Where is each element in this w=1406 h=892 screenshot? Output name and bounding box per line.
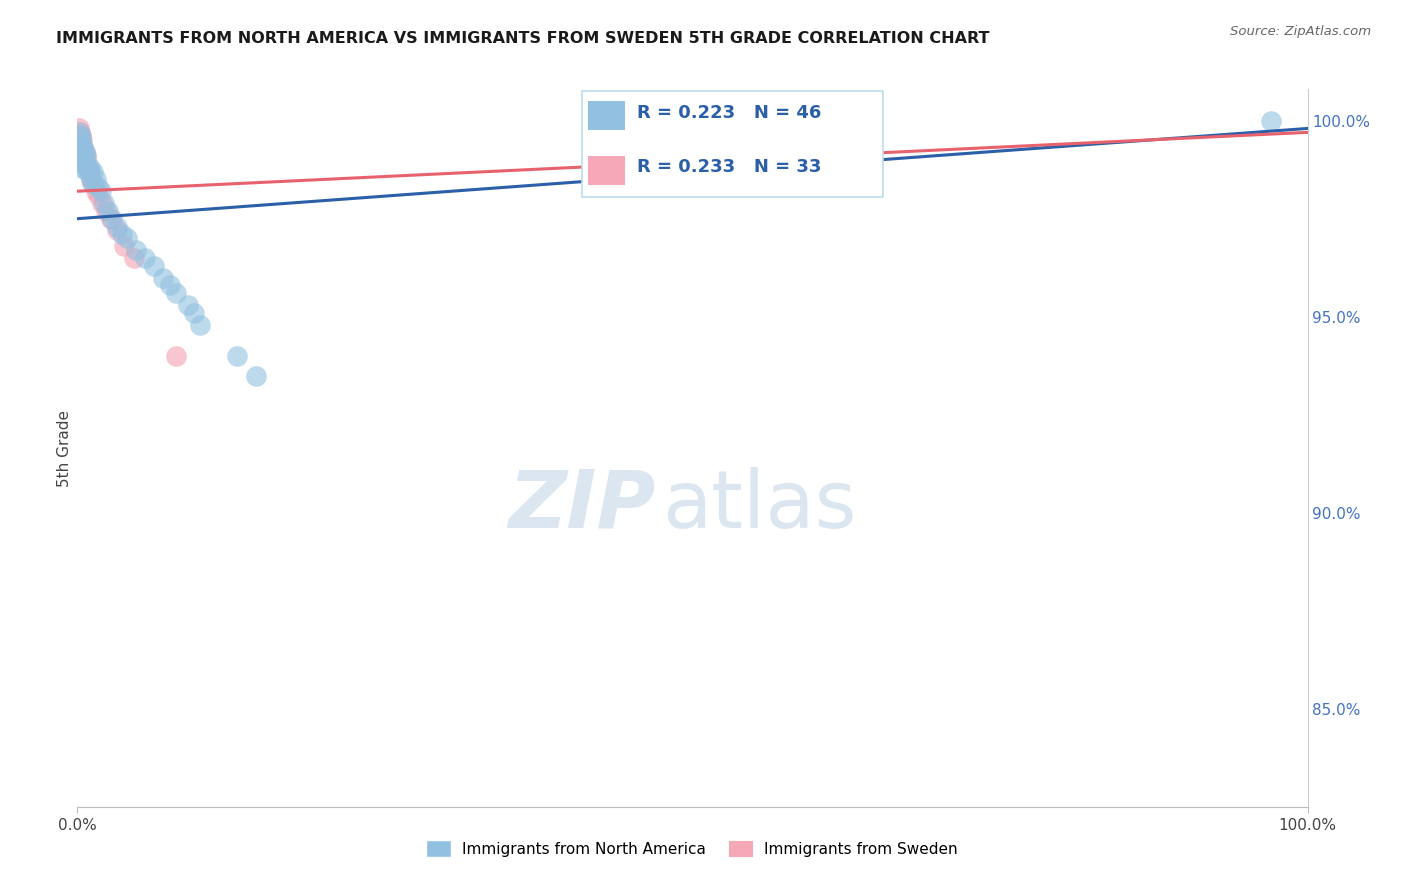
Point [115,231,138,245]
Point [72,149,94,163]
Point [84,184,107,198]
Point [1260,113,1282,128]
Point [87,180,110,194]
Point [70,137,93,152]
Point [190,318,212,332]
Point [177,298,200,312]
Text: R = 0.233   N = 33: R = 0.233 N = 33 [637,159,821,177]
Point [100,211,122,226]
Point [77,161,100,175]
Point [70,141,93,155]
Point [73,153,96,167]
Text: atlas: atlas [662,467,856,545]
Point [111,227,132,242]
Point [94,203,117,218]
Point [152,270,174,285]
Point [76,157,98,171]
Point [159,278,181,293]
Point [90,196,114,211]
FancyBboxPatch shape [588,102,624,130]
Point [84,172,107,186]
Point [67,129,90,144]
Point [90,184,112,198]
Point [93,196,115,211]
Point [67,145,90,159]
Point [70,137,93,152]
Point [142,259,165,273]
Point [82,177,104,191]
Point [70,145,93,159]
Point [72,153,94,167]
Point [77,164,100,178]
Point [70,129,93,144]
Point [70,153,93,167]
Point [101,211,124,226]
Point [165,349,187,363]
Point [69,129,91,144]
Point [70,153,93,167]
Point [79,164,101,178]
Point [79,161,101,175]
Y-axis label: 5th Grade: 5th Grade [56,409,72,487]
Point [75,161,97,175]
Point [80,172,103,186]
Point [82,164,104,178]
Point [75,149,97,163]
Point [67,149,90,163]
Point [112,239,135,253]
Point [67,125,90,139]
Point [75,149,97,163]
Point [69,141,91,155]
Point [70,161,93,175]
Point [134,251,156,265]
FancyBboxPatch shape [588,156,624,185]
Point [105,219,128,234]
Point [72,141,94,155]
Point [105,223,128,237]
Point [67,121,90,136]
Point [165,286,187,301]
Point [804,129,827,144]
Point [69,133,91,147]
Point [97,203,120,218]
Text: Source: ZipAtlas.com: Source: ZipAtlas.com [1230,25,1371,38]
Legend: Immigrants from North America, Immigrants from Sweden: Immigrants from North America, Immigrant… [420,835,965,863]
Point [82,177,104,191]
Point [69,125,91,139]
Point [70,149,93,163]
Point [72,141,94,155]
Point [125,243,148,257]
Point [70,129,93,144]
Point [73,145,96,159]
Point [183,306,205,320]
Point [80,172,103,186]
Point [73,157,96,171]
Point [67,137,90,152]
Point [69,149,91,163]
Point [69,141,91,155]
Point [69,153,91,167]
Point [87,188,110,202]
Point [70,141,93,155]
Point [73,145,96,159]
Text: R = 0.223   N = 46: R = 0.223 N = 46 [637,103,821,122]
Point [245,368,267,383]
FancyBboxPatch shape [582,91,883,197]
Point [70,133,93,147]
Point [76,157,98,171]
Text: IMMIGRANTS FROM NORTH AMERICA VS IMMIGRANTS FROM SWEDEN 5TH GRADE CORRELATION CH: IMMIGRANTS FROM NORTH AMERICA VS IMMIGRA… [56,31,990,46]
Point [122,251,145,265]
Text: ZIP: ZIP [508,467,655,545]
Point [226,349,249,363]
Point [67,137,90,152]
